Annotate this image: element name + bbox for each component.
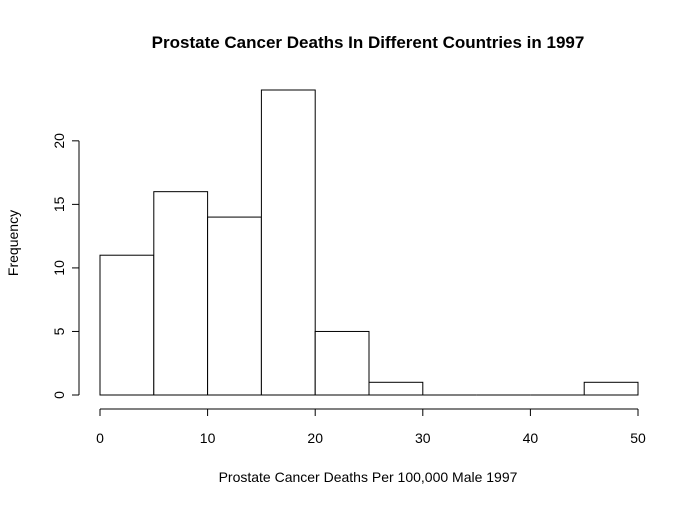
y-axis-label: Frequency	[5, 210, 21, 276]
histogram-bar-0	[99, 254, 155, 396]
histogram-bar-3	[260, 89, 316, 396]
x-tick-label: 0	[96, 430, 104, 446]
y-tick-label: 10	[51, 260, 67, 276]
histogram-bar-9	[583, 381, 639, 396]
histogram-bar-2	[207, 216, 262, 396]
y-tick-label: 5	[51, 327, 67, 335]
x-tick-label: 30	[415, 430, 431, 446]
x-tick-label: 40	[523, 430, 539, 446]
chart-title: Prostate Cancer Deaths In Different Coun…	[152, 33, 585, 52]
bars-group	[99, 89, 639, 396]
histogram-bar-5	[368, 381, 424, 396]
y-axis: 0 5 10 15 20	[51, 133, 80, 399]
histogram-bar-1	[153, 191, 209, 396]
x-tick-label: 50	[630, 430, 646, 446]
histogram-bar-4	[314, 330, 370, 396]
x-axis-label: Prostate Cancer Deaths Per 100,000 Male …	[219, 469, 518, 485]
y-tick-label: 0	[51, 391, 67, 399]
x-axis: 0 10 20 30 40 50	[96, 408, 646, 446]
x-tick-label: 10	[200, 430, 216, 446]
y-tick-label: 15	[51, 196, 67, 212]
y-tick-label: 20	[51, 133, 67, 149]
x-tick-label: 20	[307, 430, 323, 446]
